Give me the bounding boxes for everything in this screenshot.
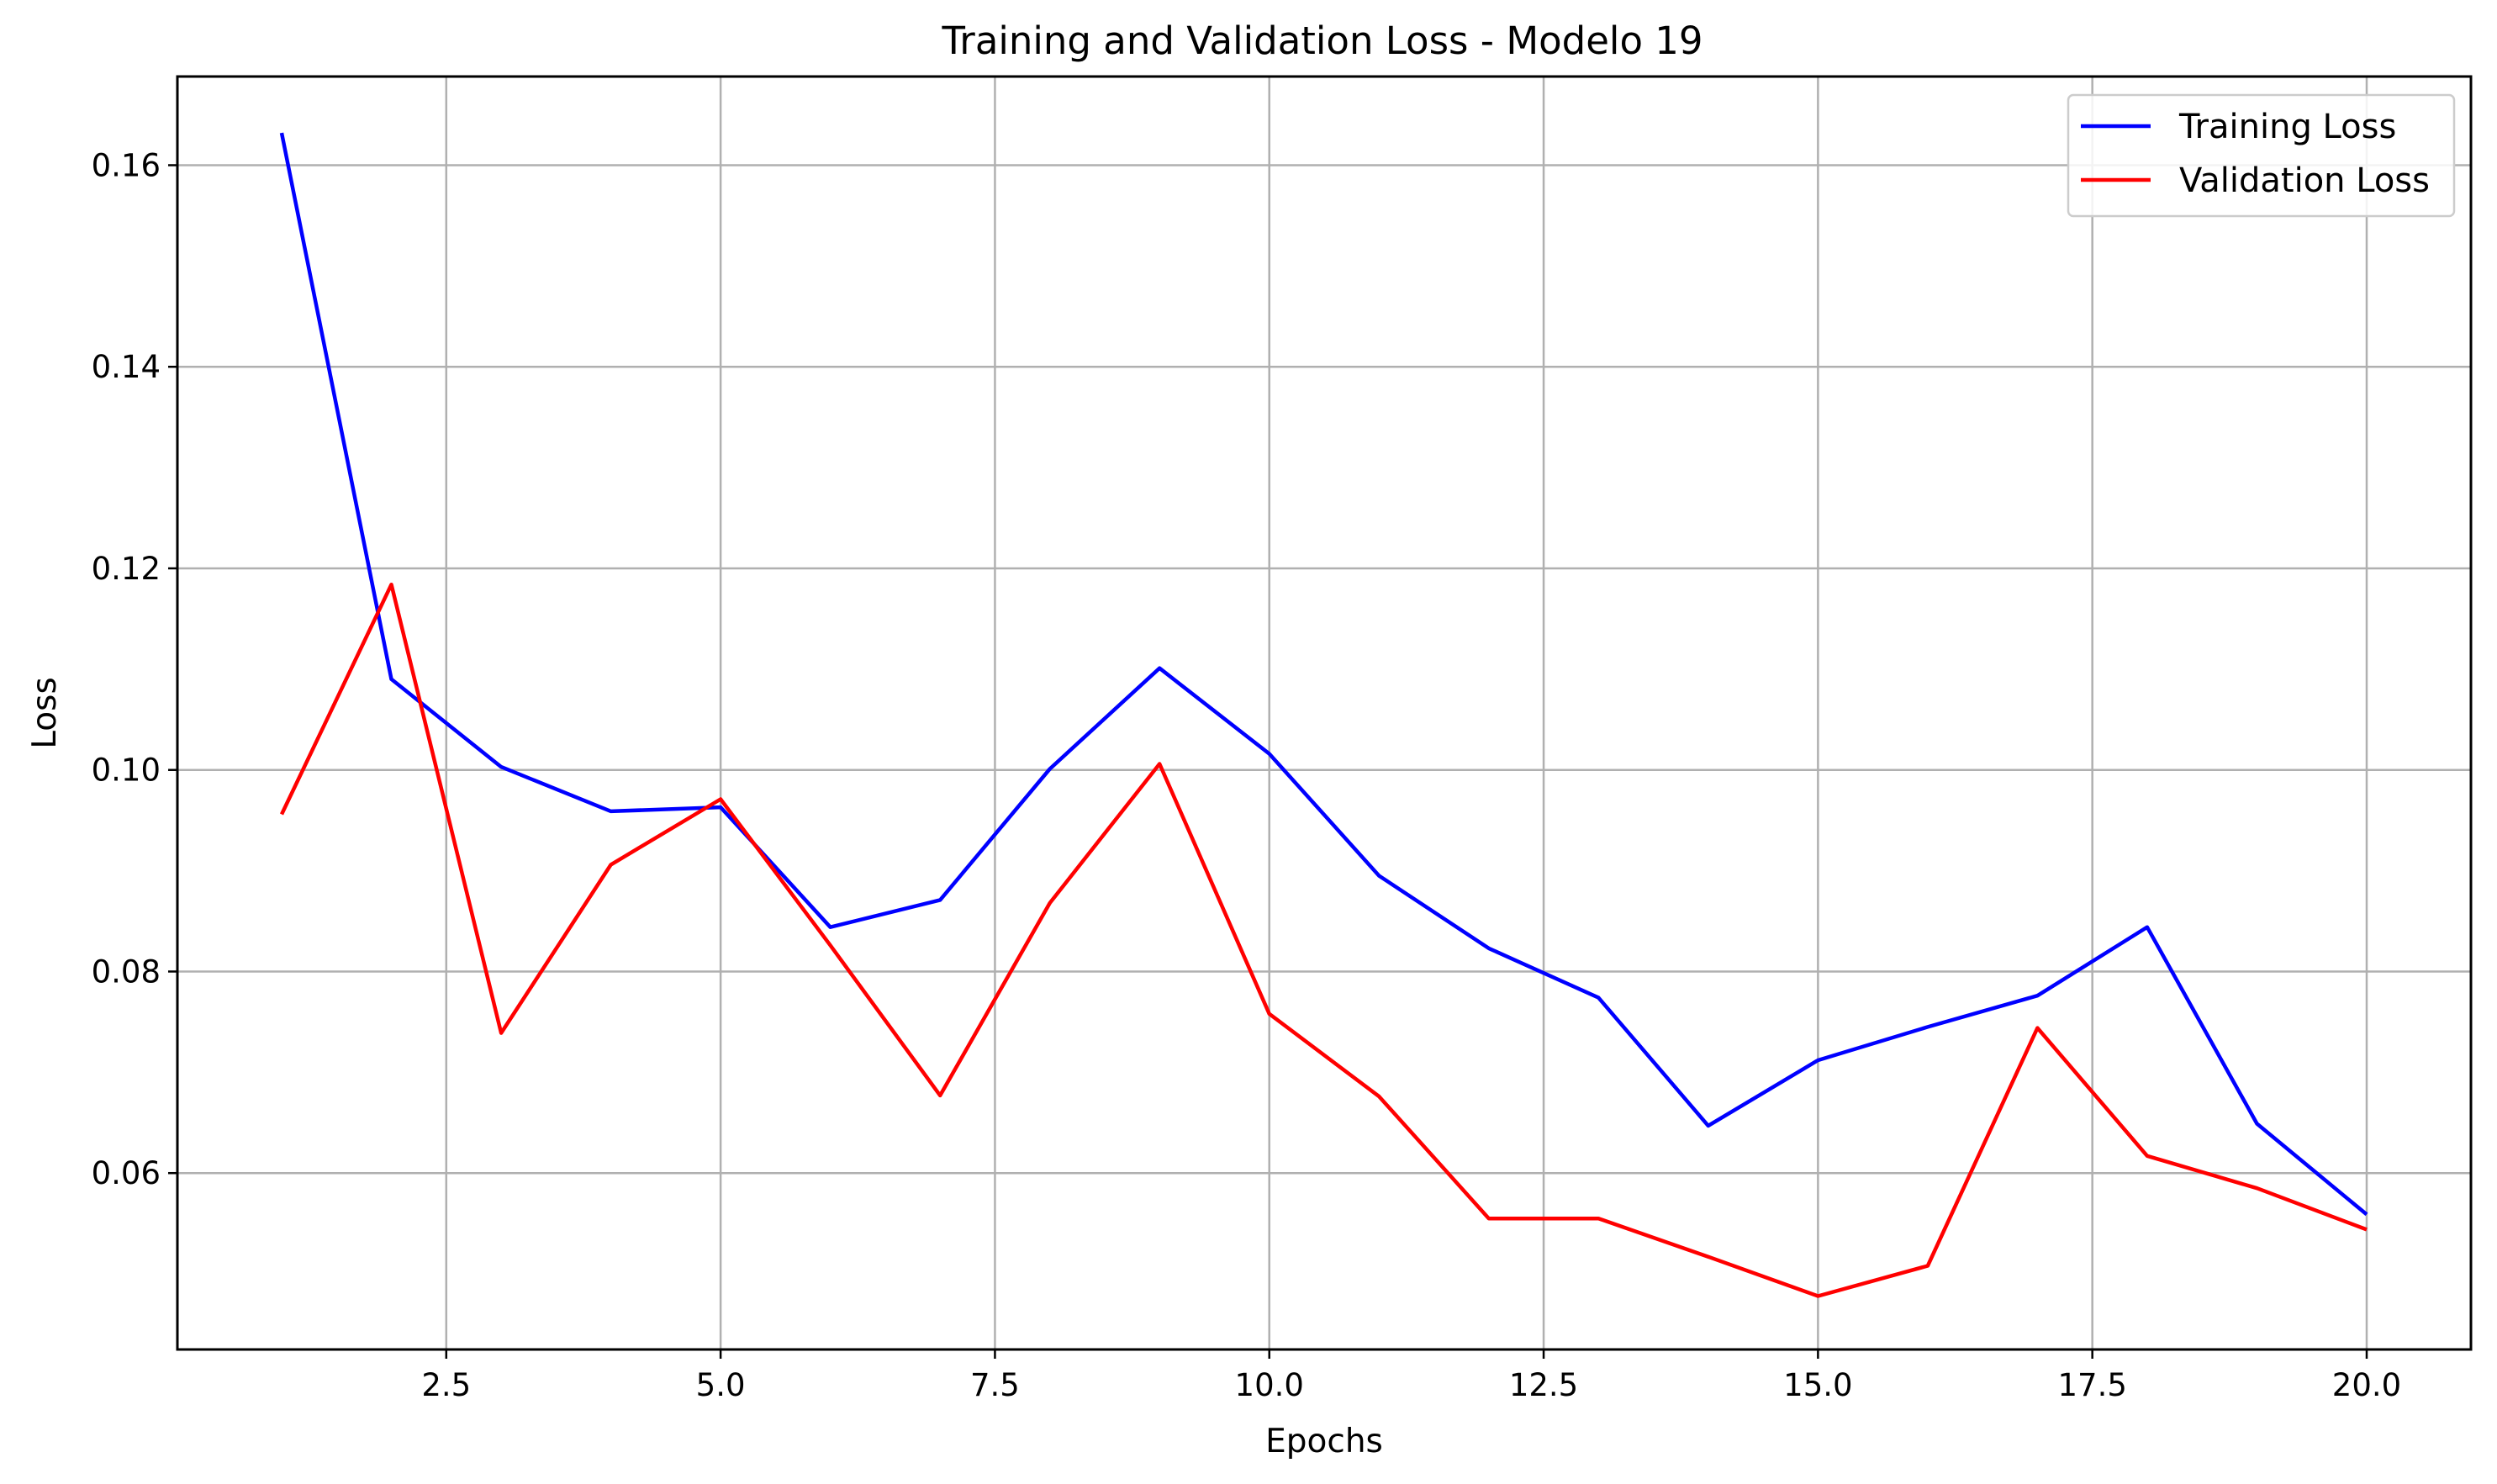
x-tick-label: 7.5 [970, 1367, 1020, 1403]
legend-label-validation-loss: Validation Loss [2179, 161, 2430, 200]
series-lines [279, 132, 2368, 1298]
y-tick-label: 0.06 [92, 1155, 161, 1191]
validation-loss-line [279, 582, 2368, 1298]
x-axis-label: Epochs [1265, 1423, 1383, 1460]
y-tick-label: 0.12 [92, 551, 161, 587]
x-tick-label: 20.0 [2332, 1367, 2401, 1403]
legend-label-training-loss: Training Loss [2178, 108, 2396, 146]
y-tick-label: 0.08 [92, 953, 161, 990]
chart-title: Training and Validation Loss - Modelo 19 [941, 18, 1702, 63]
plot-area-frame [176, 75, 2473, 1351]
x-tick-label: 12.5 [1509, 1367, 1578, 1403]
training-loss-line [279, 132, 2368, 1217]
x-tick-label: 2.5 [421, 1367, 471, 1403]
y-tick-label: 0.10 [92, 753, 161, 789]
x-tick-label: 15.0 [1783, 1367, 1852, 1403]
legend-box [2067, 93, 2456, 218]
y-tick-label: 0.16 [92, 147, 161, 183]
legend: Training Loss Validation Loss [2067, 93, 2456, 218]
x-tick-label: 5.0 [696, 1367, 746, 1403]
y-tick-label: 0.14 [92, 349, 161, 385]
x-tick-label: 10.0 [1235, 1367, 1304, 1403]
y-axis-label: Loss [26, 677, 64, 749]
axis-ticks: 2.5 5.0 7.5 10.0 12.5 15.0 17.5 20.0 0.06 0.08 0.1… [92, 147, 2402, 1403]
x-tick-label: 17.5 [2057, 1367, 2126, 1403]
